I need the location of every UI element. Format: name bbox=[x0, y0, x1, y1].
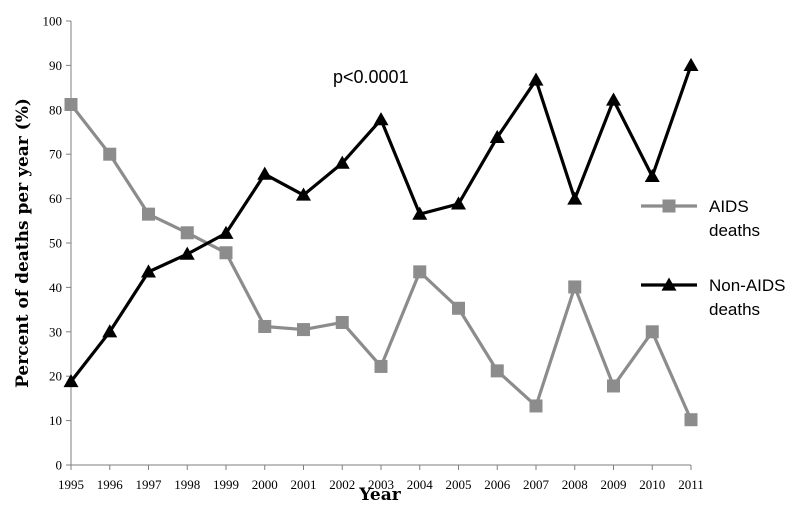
y-tick-labels: 0 10 20 30 40 50 60 70 80 90 100 bbox=[43, 14, 63, 473]
series-layer bbox=[63, 57, 699, 427]
data-point-aids bbox=[142, 207, 155, 221]
legend-item-aids: AIDS deaths bbox=[641, 197, 760, 240]
data-point-aids bbox=[607, 379, 620, 393]
data-point-non-aids bbox=[567, 191, 583, 205]
data-point-aids bbox=[490, 364, 504, 378]
data-point-aids bbox=[452, 301, 465, 315]
data-point-non-aids bbox=[296, 187, 311, 201]
data-point-aids bbox=[374, 359, 388, 373]
y-axis-title: Percent of deaths per year (%) bbox=[13, 98, 33, 388]
data-point-non-aids bbox=[141, 264, 156, 278]
x-tick-labels: 1995 1996 1997 1998 1999 2000 2001 2002 2003 2004… bbox=[58, 477, 704, 492]
x-tick-label: 1995 bbox=[58, 477, 84, 492]
x-tick-label: 2001 bbox=[291, 477, 317, 492]
p-value-annotation: p<0.0001 bbox=[333, 67, 409, 87]
x-tick-label: 1996 bbox=[97, 477, 124, 492]
x-tick-label: 2005 bbox=[446, 477, 472, 492]
data-point-aids bbox=[64, 97, 78, 111]
data-point-aids bbox=[180, 226, 194, 240]
x-tick-label: 2000 bbox=[252, 477, 278, 492]
data-point-aids bbox=[568, 280, 582, 294]
x-tick-label: 2010 bbox=[639, 477, 665, 492]
y-tick-label: 80 bbox=[49, 102, 62, 117]
data-point-aids bbox=[103, 147, 117, 161]
x-tick-label: 2008 bbox=[562, 477, 588, 492]
x-tick-label: 2003 bbox=[368, 477, 394, 492]
data-point-aids bbox=[413, 265, 427, 279]
legend-label: Non-AIDS bbox=[709, 276, 786, 295]
data-point-non-aids bbox=[102, 324, 118, 338]
x-tick-label: 2006 bbox=[484, 477, 511, 492]
y-tick-label: 70 bbox=[49, 147, 62, 162]
data-point-non-aids bbox=[218, 225, 234, 239]
data-point-aids bbox=[219, 246, 233, 260]
data-point-non-aids bbox=[528, 72, 544, 86]
y-tick-label: 10 bbox=[49, 413, 62, 428]
legend: AIDS deaths Non-AIDS deaths bbox=[641, 197, 786, 319]
legend-label: deaths bbox=[709, 221, 760, 240]
x-tick-label: 2009 bbox=[601, 477, 627, 492]
y-tick-label: 90 bbox=[49, 58, 62, 73]
y-tick-label: 40 bbox=[49, 280, 62, 295]
data-point-non-aids bbox=[644, 168, 660, 183]
data-point-aids bbox=[529, 399, 543, 413]
x-tick-label: 1999 bbox=[213, 477, 239, 492]
legend-label: AIDS bbox=[709, 197, 749, 216]
legend-swatch-marker bbox=[662, 199, 676, 213]
x-tick-label: 2004 bbox=[407, 477, 434, 492]
x-tick-label: 2011 bbox=[678, 477, 704, 492]
legend-label: deaths bbox=[709, 300, 760, 319]
data-point-non-aids bbox=[373, 112, 389, 126]
data-point-non-aids bbox=[179, 246, 195, 260]
data-point-non-aids bbox=[451, 196, 466, 210]
data-point-aids bbox=[645, 325, 659, 339]
data-point-non-aids bbox=[334, 155, 350, 169]
y-tick-label: 60 bbox=[49, 191, 62, 206]
legend-item-non-aids: Non-AIDS deaths bbox=[641, 276, 786, 319]
data-point-non-aids bbox=[683, 57, 699, 72]
data-point-non-aids bbox=[257, 166, 273, 180]
x-tick-label: 2002 bbox=[329, 477, 355, 492]
y-tick-label: 50 bbox=[49, 236, 62, 251]
data-point-aids bbox=[684, 413, 698, 427]
data-point-non-aids bbox=[412, 206, 428, 220]
x-tick-label: 1998 bbox=[174, 477, 200, 492]
y-tick-label: 0 bbox=[56, 458, 63, 473]
data-point-non-aids bbox=[489, 129, 505, 143]
x-tick-label: 2007 bbox=[523, 477, 550, 492]
legend-swatch-marker bbox=[661, 277, 677, 291]
x-tick-label: 1997 bbox=[136, 477, 163, 492]
axes bbox=[66, 20, 692, 470]
series-non-aids bbox=[63, 57, 699, 388]
x-axis-title: Year bbox=[358, 485, 401, 505]
data-point-aids bbox=[258, 319, 272, 333]
y-tick-label: 100 bbox=[43, 14, 63, 29]
data-point-non-aids bbox=[63, 374, 79, 388]
data-point-non-aids bbox=[606, 92, 621, 106]
y-tick-label: 30 bbox=[49, 324, 62, 339]
series-aids bbox=[64, 97, 698, 427]
data-point-aids bbox=[297, 323, 310, 337]
y-tick-label: 20 bbox=[49, 369, 62, 384]
data-point-aids bbox=[335, 315, 349, 329]
